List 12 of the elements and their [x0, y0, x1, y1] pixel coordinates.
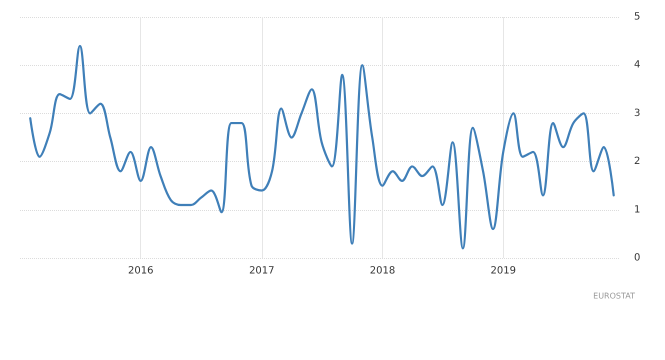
x-tick-label: 2019 [490, 266, 516, 276]
y-tick-label: 1 [634, 204, 640, 216]
x-tick-label: 2018 [370, 266, 396, 276]
y-tick-label: 0 [634, 252, 640, 264]
text: EUROSTAT [593, 292, 636, 300]
y-tick-label: 3 [634, 108, 640, 119]
y-tick-label: 5 [634, 12, 640, 22]
y-tick-label: 4 [634, 60, 640, 71]
line-series [29, 44, 615, 250]
y-tick-label: 2 [634, 156, 640, 168]
x-tick-label: 2016 [128, 266, 154, 276]
x-tick-label: 2017 [249, 266, 275, 276]
